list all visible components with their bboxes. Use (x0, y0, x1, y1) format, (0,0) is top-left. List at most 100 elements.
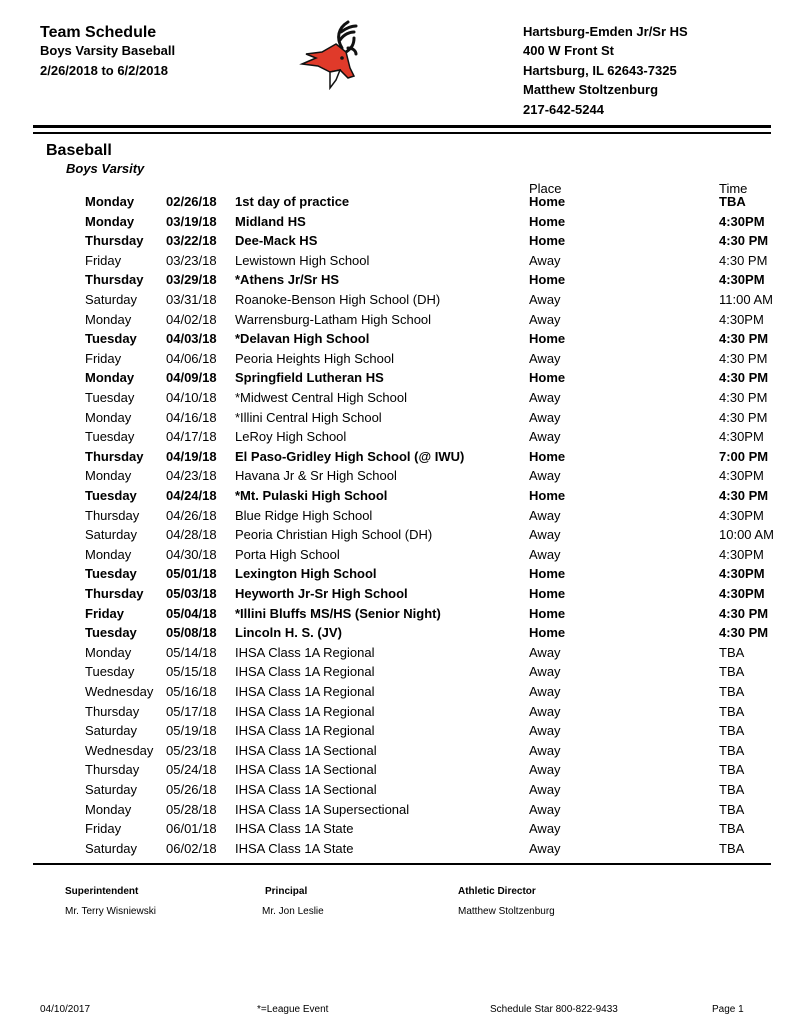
cell-opponent: IHSA Class 1A Supersectional (235, 801, 410, 817)
table-row: Tuesday 05/01/18 Lexington High School Home… (0, 566, 800, 586)
cell-time: 4:30 PM (719, 252, 768, 268)
cell-day: Wednesday (85, 742, 154, 758)
table-row: Thursday 05/24/18 IHSA Class 1A Sectional A… (0, 762, 800, 782)
table-row: Tuesday 05/15/18 IHSA Class 1A Regional Awa… (0, 664, 800, 684)
time-column-header: Time (719, 181, 748, 196)
cell-day: Friday (85, 821, 122, 837)
table-row: Thursday 04/26/18 Blue Ridge High School Aw… (0, 508, 800, 528)
cell-day: Tuesday (85, 488, 137, 503)
cell-date: 05/26/18 (166, 782, 217, 797)
cell-time: 4:30PM (719, 566, 765, 582)
cell-day: Thursday (85, 233, 144, 249)
cell-time: 4:30 PM (719, 233, 769, 249)
cell-opponent: Warrensburg-Latham High School (235, 311, 432, 327)
cell-place: Away (529, 762, 561, 778)
table-row: Wednesday 05/16/18 IHSA Class 1A Regional A… (0, 684, 800, 704)
cell-time: TBA (719, 644, 745, 660)
cell-place: Home (529, 233, 566, 249)
cell-opponent: Dee-Mack HS (235, 233, 318, 249)
cell-opponent: Peoria Christian High School (DH) (235, 527, 433, 543)
cell-day: Tuesday (85, 390, 135, 405)
cell-date: 05/08/18 (166, 625, 217, 641)
cell-opponent: Havana Jr & Sr High School (235, 468, 397, 484)
cell-opponent: *Midwest Central High School (235, 390, 407, 405)
footer-divider (33, 863, 771, 865)
staff-name: Mr. Terry Wisniewski (65, 906, 156, 917)
cell-opponent: Roanoke-Benson High School (DH) (235, 292, 441, 307)
cell-day: Monday (85, 801, 132, 817)
vendor-info: Schedule Star 800-822-9433 (490, 1004, 618, 1015)
staff-name: Mr. Jon Leslie (262, 906, 324, 917)
table-row: Saturday 05/19/18 IHSA Class 1A Regional Aw… (0, 723, 800, 743)
school-contact: Matthew Stoltzenburg (523, 82, 659, 97)
header-divider-thick (33, 125, 771, 128)
cell-place: Home (529, 605, 566, 621)
cell-time: 4:30 PM (719, 625, 769, 641)
cell-time: 4:30PM (719, 429, 764, 445)
table-row: Monday 04/09/18 Springfield Lutheran HS Hom… (0, 370, 800, 390)
cell-date: 03/31/18 (166, 292, 217, 307)
table-row: Tuesday 04/03/18 *Delavan High School Home 4… (0, 331, 800, 351)
cell-date: 04/26/18 (166, 507, 217, 523)
cell-date: 05/16/18 (166, 684, 217, 699)
cell-day: Thursday (85, 762, 140, 778)
table-row: Tuesday 04/10/18 *Midwest Central High Sch… (0, 390, 800, 410)
cell-date: 04/23/18 (166, 468, 217, 484)
cell-time: TBA (719, 684, 745, 699)
cell-opponent: Peoria Heights High School (235, 350, 394, 366)
cell-date: 03/22/18 (166, 233, 217, 249)
cell-time: TBA (719, 194, 746, 209)
cell-time: TBA (719, 723, 745, 739)
cell-date: 04/30/18 (166, 546, 217, 562)
cell-opponent: *Illini Central High School (235, 409, 382, 425)
cell-date: 06/01/18 (166, 821, 217, 837)
table-row: Saturday 04/28/18 Peoria Christian High Sc… (0, 527, 800, 547)
cell-opponent: IHSA Class 1A Regional (235, 664, 375, 680)
cell-opponent: El Paso-Gridley High School (@ IWU) (235, 448, 465, 464)
cell-opponent: IHSA Class 1A State (235, 821, 354, 837)
cell-opponent: 1st day of practice (235, 194, 350, 209)
cell-place: Away (529, 390, 561, 405)
table-row: Tuesday 04/17/18 LeRoy High School Away 4:30… (0, 429, 800, 449)
cell-place: Away (529, 468, 561, 484)
cell-place: Home (529, 272, 566, 288)
cell-place: Away (529, 782, 561, 797)
cell-place: Home (529, 331, 566, 347)
cell-date: 05/14/18 (166, 644, 217, 660)
cell-day: Tuesday (85, 429, 135, 445)
table-row: Friday 03/23/18 Lewistown High School Away 4… (0, 253, 800, 273)
table-row: Saturday 03/31/18 Roanoke-Benson High Scho… (0, 292, 800, 312)
cell-opponent: IHSA Class 1A Regional (235, 644, 375, 660)
cell-place: Home (529, 213, 566, 229)
cell-place: Away (529, 350, 561, 366)
cell-opponent: *Delavan High School (235, 331, 370, 347)
header-divider-thin (33, 132, 771, 134)
cell-time: TBA (719, 664, 745, 680)
level-heading: Boys Varsity (66, 161, 145, 176)
table-row: Friday 04/06/18 Peoria Heights High School… (0, 351, 800, 371)
sport-heading: Baseball (46, 142, 112, 159)
table-row: Wednesday 05/23/18 IHSA Class 1A Sectional… (0, 743, 800, 763)
table-row: Saturday 06/02/18 IHSA Class 1A State Away T… (0, 841, 800, 861)
cell-opponent: Heyworth Jr-Sr High School (235, 586, 408, 601)
cell-place: Away (529, 801, 561, 817)
staff-name: Matthew Stoltzenburg (458, 906, 555, 917)
cell-time: TBA (719, 821, 745, 837)
cell-time: TBA (719, 840, 745, 856)
place-column-header: Place (529, 181, 562, 196)
cell-day: Monday (85, 370, 135, 386)
school-address: 400 W Front St (523, 43, 615, 58)
staff-role: Athletic Director (458, 886, 536, 897)
cell-time: 4:30PM (719, 468, 764, 484)
cell-day: Monday (85, 409, 132, 425)
team-subtitle: Boys Varsity Baseball (40, 43, 176, 58)
table-row: Monday 05/28/18 IHSA Class 1A Supersection… (0, 802, 800, 822)
cell-time: 4:30 PM (719, 370, 769, 386)
cell-time: 4:30PM (719, 546, 764, 562)
deer-mascot-logo (299, 20, 358, 90)
cell-day: Monday (85, 644, 132, 660)
cell-opponent: LeRoy High School (235, 429, 347, 445)
cell-opponent: IHSA Class 1A Regional (235, 684, 375, 699)
cell-place: Home (529, 586, 566, 601)
